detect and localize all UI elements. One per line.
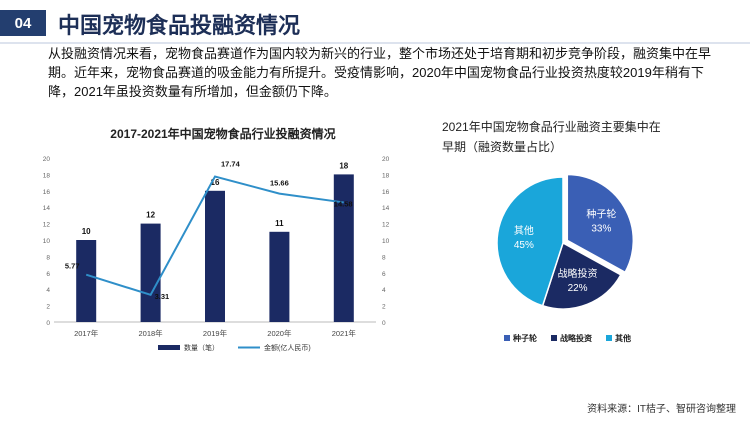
pie-slice <box>541 241 622 310</box>
pie-slice <box>496 176 564 307</box>
y2-tick-label: 18 <box>382 172 390 179</box>
pie-slice-value: 33% <box>591 223 611 234</box>
pie-slice-value: 22% <box>568 283 588 294</box>
y2-tick-label: 6 <box>382 271 386 278</box>
y-tick-label: 8 <box>46 254 50 261</box>
y2-tick-label: 14 <box>382 205 390 212</box>
pie-slice <box>566 173 635 274</box>
pie-legend-swatch <box>551 335 557 341</box>
line-series-path <box>85 175 344 297</box>
y2-tick-label: 4 <box>382 287 386 294</box>
line-data-label: 14.58 <box>334 199 353 208</box>
bar <box>140 223 161 322</box>
bar-data-label: 10 <box>82 227 91 236</box>
pie-slice-value: 45% <box>514 240 534 251</box>
y-tick-label: 14 <box>43 205 51 212</box>
bar-series: 10 12 16 11 18 <box>76 161 354 322</box>
line-data-label: 15.66 <box>270 179 289 188</box>
y-tick-label: 2 <box>46 304 50 311</box>
y2-tick-label: 20 <box>382 156 390 163</box>
page-number: 04 <box>0 10 46 36</box>
pie-legend-label: 战略投资 <box>560 333 592 343</box>
legend-bar-swatch <box>158 345 180 350</box>
pie-legend: 种子轮 战略投资 其他 <box>504 333 631 343</box>
line-data-label: 17.74 <box>221 160 241 169</box>
y-tick-label: 16 <box>43 189 51 196</box>
y-tick-label: 0 <box>46 320 50 327</box>
y2-tick-label: 0 <box>382 320 386 327</box>
line-data-label: 5.77 <box>65 262 80 271</box>
pie-title-line: 2021年中国宠物食品行业融资主要集中在 <box>442 119 661 134</box>
y-tick-label: 6 <box>46 271 50 278</box>
investment-chart: 2017-2021年中国宠物食品行业投融资情况 0 0 2 2 4 4 6 6 8 8 10 10 12… <box>38 122 408 362</box>
y-tick-label: 12 <box>43 222 51 229</box>
y2-tick-label: 2 <box>382 304 386 311</box>
chart-axes: 0 0 2 2 4 4 6 6 8 8 10 10 12 12 14 14 16 16 18 18 20 20 2017年 2… <box>43 156 390 338</box>
bar <box>333 174 354 322</box>
legend-bar-label: 数量（笔） <box>184 343 219 352</box>
bar-data-label: 12 <box>146 211 155 220</box>
header-divider <box>0 42 750 44</box>
pie-title-line: 早期（融资数量占比） <box>442 139 562 154</box>
bar <box>205 190 225 322</box>
x-tick-label: 2017年 <box>74 328 99 338</box>
header: 04 中国宠物食品投融资情况 <box>0 6 750 44</box>
source-note: 资料来源：IT桔子、智研咨询整理 <box>587 404 736 415</box>
pie-slices: 种子轮 33% 战略投资 22% 其他 45% <box>496 173 635 310</box>
bar-data-label: 11 <box>275 219 284 228</box>
x-tick-label: 2019年 <box>203 328 228 338</box>
y2-tick-label: 10 <box>382 238 390 245</box>
pie-legend-swatch <box>606 335 612 341</box>
chart-title: 2017-2021年中国宠物食品行业投融资情况 <box>110 126 335 141</box>
bar-data-label: 18 <box>339 161 348 170</box>
pie-legend-label: 种子轮 <box>512 333 537 343</box>
x-tick-label: 2021年 <box>332 328 357 338</box>
intro-paragraph: 从投融资情况来看，宠物食品赛道作为国内较为新兴的行业，整个市场还处于培育期和初步… <box>48 46 712 99</box>
x-tick-label: 2018年 <box>139 328 164 338</box>
pie-slice-label: 其他 <box>514 224 534 237</box>
pie-legend-label: 其他 <box>615 333 631 343</box>
pie-legend-swatch <box>504 335 510 341</box>
y-tick-label: 10 <box>43 238 51 245</box>
chart-legend: 数量（笔） 金额(亿人民币) <box>158 343 311 352</box>
x-tick-label: 2020年 <box>267 328 292 338</box>
y2-tick-label: 12 <box>382 222 390 229</box>
y2-tick-label: 16 <box>382 189 390 196</box>
y2-tick-label: 8 <box>382 254 386 261</box>
pie-slice-label: 种子轮 <box>586 207 616 220</box>
bar <box>269 231 290 322</box>
line-series: 5.77 3.31 17.74 15.66 14.58 <box>65 160 353 301</box>
y-tick-label: 18 <box>43 172 51 179</box>
funding-stage-pie: 2021年中国宠物食品行业融资主要集中在 早期（融资数量占比） 种子轮 33% 战略投… <box>430 115 730 365</box>
legend-line-label: 金额(亿人民币) <box>264 343 311 352</box>
line-data-label: 3.31 <box>155 292 170 301</box>
investment-chart-svg: 2017-2021年中国宠物食品行业投融资情况 0 0 2 2 4 4 6 6 8 8 10 10 12… <box>43 126 390 352</box>
pie-slice-label: 战略投资 <box>558 267 598 280</box>
page-title: 中国宠物食品投融资情况 <box>58 13 301 38</box>
bar-data-label: 16 <box>211 178 220 187</box>
y-tick-label: 20 <box>43 156 51 163</box>
y-tick-label: 4 <box>46 287 50 294</box>
bar <box>76 240 97 322</box>
